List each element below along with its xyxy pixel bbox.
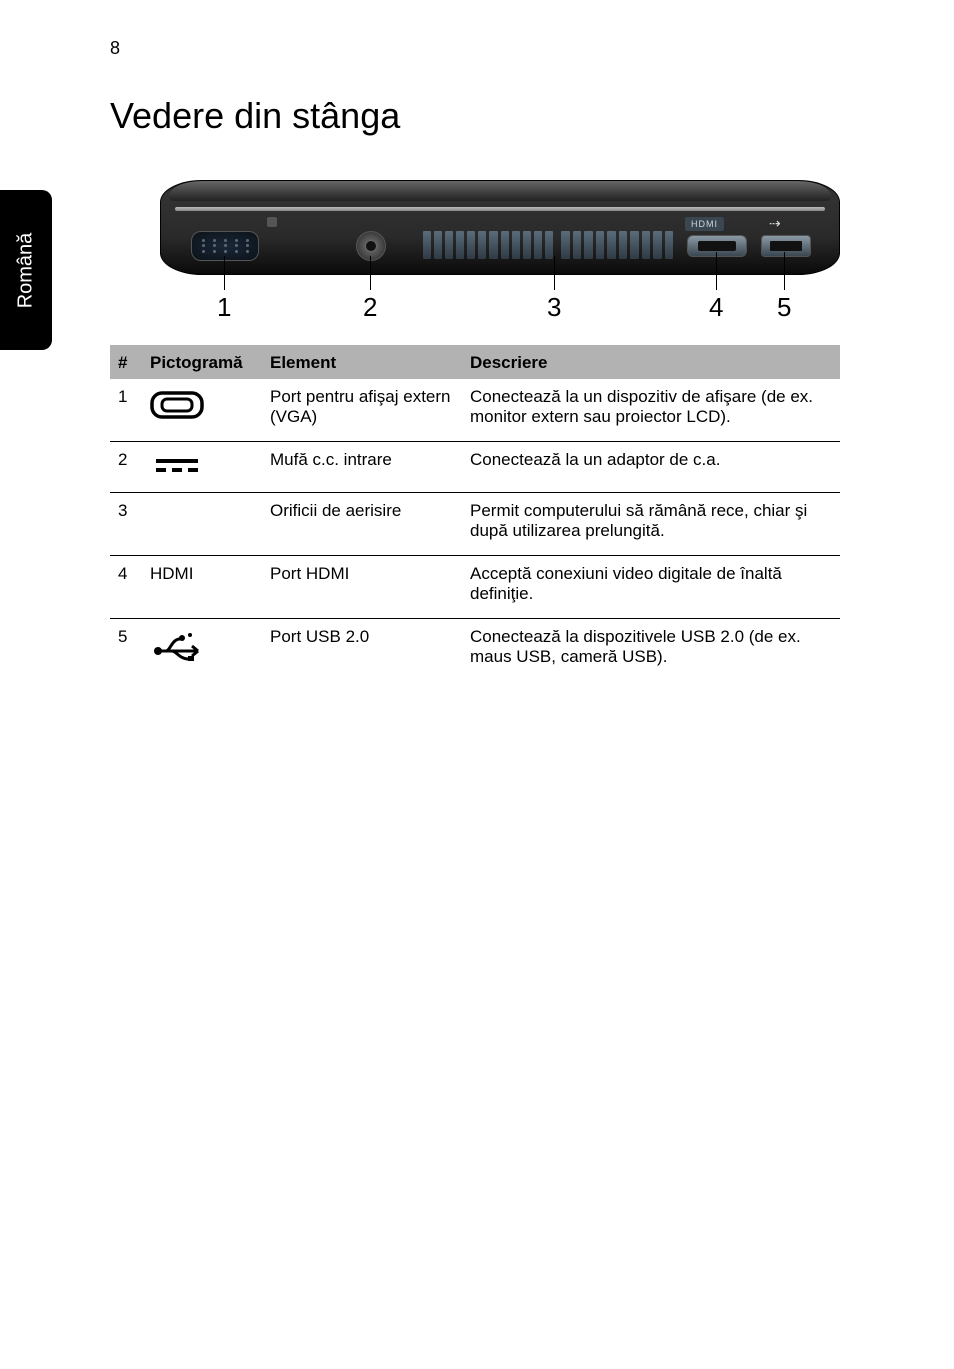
table-header-row: # Pictogramă Element Descriere [110,346,840,379]
row-number: 2 [110,442,142,493]
language-side-tab: Română [0,190,52,350]
callout-line-2 [370,256,371,290]
table-header-desc: Descriere [462,346,840,379]
small-indicator-icon [267,217,277,227]
page-number: 8 [110,38,120,59]
table-row: 3 Orificii de aerisire Permit computerul… [110,493,840,556]
device-body: HDMI ⇢ [160,180,840,275]
table-header-hash: # [110,346,142,379]
page-title: Vedere din stânga [110,95,400,137]
row-desc: Permit computerului să rămână rece, chia… [462,493,840,556]
row-icon-cell: HDMI [142,556,262,619]
row-element: Mufă c.c. intrare [262,442,462,493]
table-row: 1 Port pentru afişaj extern (VGA) Conect… [110,379,840,442]
row-desc: Conectează la dispozitivele USB 2.0 (de … [462,619,840,682]
callout-line-4 [716,252,717,290]
row-desc: Conectează la un dispozitiv de afişare (… [462,379,840,442]
device-left-side-illustration: HDMI ⇢ 1 2 3 4 5 [160,170,840,330]
row-element: Orificii de aerisire [262,493,462,556]
table-header-icon: Pictogramă [142,346,262,379]
row-number: 1 [110,379,142,442]
callout-number-5: 5 [777,292,791,323]
table-header-element: Element [262,346,462,379]
vga-icon [150,389,204,421]
usb-glyph-on-device: ⇢ [769,215,781,232]
vent-slots-1 [423,231,553,259]
vent-slots-2 [561,231,673,259]
row-number: 4 [110,556,142,619]
usb-port-icon [761,235,811,257]
dc-in-icon [150,452,204,478]
row-element: Port pentru afişaj extern (VGA) [262,379,462,442]
row-icon-cell [142,379,262,442]
callout-line-3 [554,256,555,290]
row-number: 5 [110,619,142,682]
table-row: 5 Port USB 2.0 Conectează la dispozitive… [110,619,840,682]
callout-number-1: 1 [217,292,231,323]
table-row: 4 HDMI Port HDMI Acceptă conexiuni video… [110,556,840,619]
device-lid [169,181,831,201]
hdmi-label-on-device: HDMI [685,217,724,231]
callout-line-1 [224,256,225,290]
row-number: 3 [110,493,142,556]
device-highlight-strip [175,207,825,211]
row-icon-cell [142,619,262,682]
dc-in-port-icon [356,231,386,261]
row-desc: Acceptă conexiuni video digitale de înal… [462,556,840,619]
callout-line-5 [784,252,785,290]
hdmi-text-icon: HDMI [150,564,193,583]
usb-icon [150,629,210,661]
language-side-tab-label: Română [15,232,38,308]
callout-number-3: 3 [547,292,561,323]
callout-number-2: 2 [363,292,377,323]
hdmi-port-icon [687,235,747,257]
vga-port-icon [191,231,259,261]
row-icon-cell [142,493,262,556]
callout-number-4: 4 [709,292,723,323]
row-element: Port HDMI [262,556,462,619]
ports-table: # Pictogramă Element Descriere 1 Port pe… [110,345,840,681]
table-row: 2 Mufă c.c. intrare Conectează la un ada… [110,442,840,493]
row-element: Port USB 2.0 [262,619,462,682]
vga-pins [198,238,252,254]
row-icon-cell [142,442,262,493]
row-desc: Conectează la un adaptor de c.a. [462,442,840,493]
